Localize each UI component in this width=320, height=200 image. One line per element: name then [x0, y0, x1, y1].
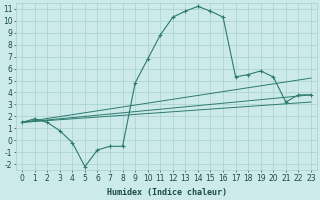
- X-axis label: Humidex (Indice chaleur): Humidex (Indice chaleur): [107, 188, 227, 197]
